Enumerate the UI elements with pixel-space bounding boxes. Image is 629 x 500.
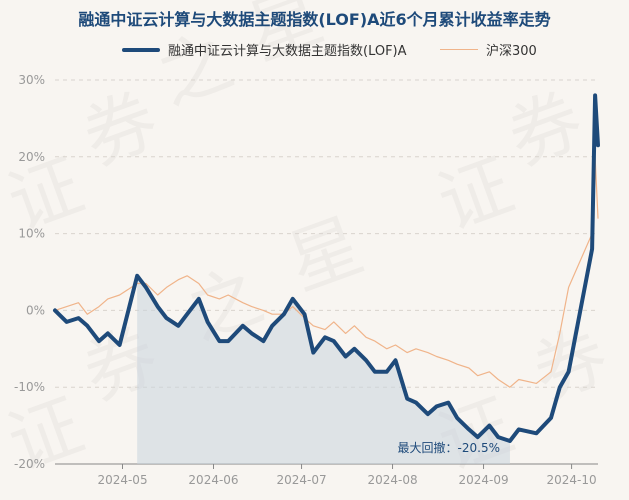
y-tick-label: 10% — [18, 227, 45, 241]
legend: 融通中证云计算与大数据主题指数(LOF)A 沪深300 — [0, 40, 629, 60]
legend-item-index: 沪深300 — [440, 40, 537, 59]
legend-swatch-index — [440, 49, 478, 50]
drawdown-annotation: 最大回撤：-20.5% — [398, 440, 500, 455]
legend-swatch-fund — [122, 47, 160, 52]
watermark-glyph: 券 — [497, 77, 593, 181]
y-tick-label: 20% — [18, 150, 45, 164]
y-tick-label: -20% — [14, 457, 45, 471]
legend-label-fund: 融通中证云计算与大数据主题指数(LOF)A — [168, 44, 407, 59]
y-tick-label: -10% — [14, 380, 45, 394]
y-tick-label: 30% — [18, 73, 45, 87]
x-tick-label: 2024-06 — [188, 473, 238, 487]
x-tick-label: 2024-09 — [458, 473, 508, 487]
watermark-glyph: 星 — [277, 202, 373, 306]
legend-item-fund: 融通中证云计算与大数据主题指数(LOF)A — [122, 40, 407, 59]
series-line-fund — [53, 93, 600, 443]
chart-title: 融通中证云计算与大数据主题指数(LOF)A近6个月累计收益率走势 — [78, 10, 551, 29]
legend-label-index: 沪深300 — [486, 44, 537, 59]
y-tick-label: 0% — [26, 303, 45, 317]
watermark-glyph: 证 — [427, 142, 523, 246]
drawdown-area — [137, 275, 510, 464]
watermark-glyph: 券 — [72, 77, 168, 181]
x-tick-label: 2024-05 — [97, 473, 147, 487]
watermark-glyph: 之 — [147, 17, 243, 121]
x-tick-label: 2024-07 — [276, 473, 326, 487]
series-line-index — [54, 156, 599, 388]
x-tick-label: 2024-08 — [367, 473, 417, 487]
watermark-glyph: 星 — [237, 0, 333, 76]
watermark-glyph: 证 — [0, 142, 93, 246]
x-tick-label: 2024-10 — [547, 473, 597, 487]
